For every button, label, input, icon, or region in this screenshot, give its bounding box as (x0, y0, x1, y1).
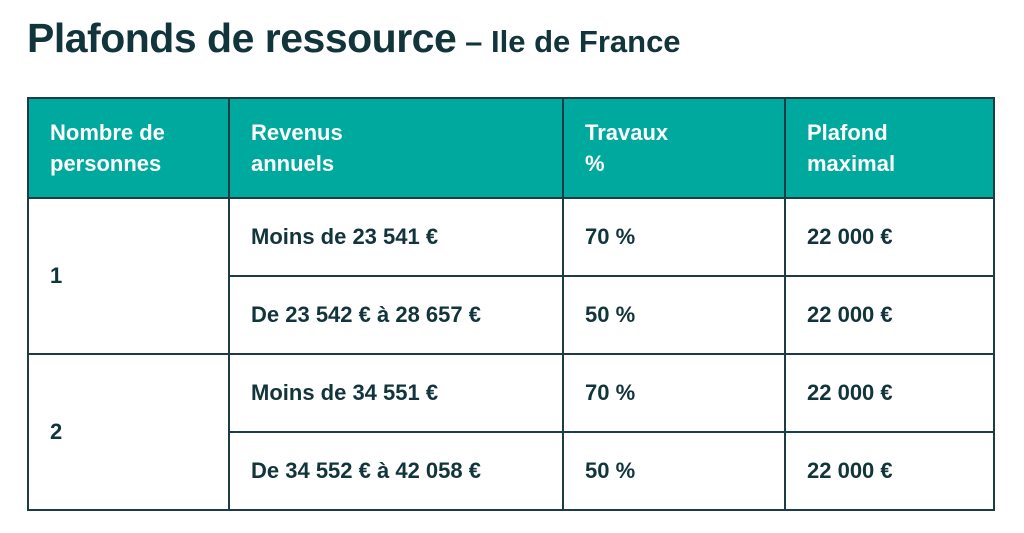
table-row: De 23 542 € à 28 657 € 50 % 22 000 € (28, 275, 995, 355)
header-line: Revenus (251, 120, 343, 145)
header-line: Travaux (585, 120, 669, 145)
page-title-region: – Ile de France (465, 24, 681, 59)
header-line: % (585, 151, 605, 176)
ressource-table-container: Nombre de personnes Revenus annuels Travau… (27, 97, 995, 511)
header-nombre-personnes: Nombre de personnes (27, 97, 230, 199)
cell-plafond: 22 000 € (784, 275, 995, 355)
ressource-table: Nombre de personnes Revenus annuels Travau… (27, 97, 995, 511)
header-plafond-maximal: Plafond maximal (784, 97, 995, 199)
page-title: Plafonds de ressource – Ile de France (27, 18, 681, 59)
cell-persons: 2 (27, 353, 230, 511)
cell-travaux: 50 % (562, 431, 786, 511)
cell-plafond: 22 000 € (784, 197, 995, 277)
cell-travaux: 70 % (562, 197, 786, 277)
cell-revenus: Moins de 34 551 € (228, 353, 564, 433)
cell-revenus: Moins de 23 541 € (228, 197, 564, 277)
cell-travaux: 70 % (562, 353, 786, 433)
header-revenus-annuels: Revenus annuels (228, 97, 564, 199)
page-title-main: Plafonds de ressource (27, 15, 457, 61)
table-header-row: Nombre de personnes Revenus annuels Travau… (27, 97, 995, 199)
cell-revenus: De 34 552 € à 42 058 € (228, 431, 564, 511)
cell-travaux: 50 % (562, 275, 786, 355)
header-line: annuels (251, 151, 335, 176)
header-line: Nombre de (50, 120, 165, 145)
table-row: 2 Moins de 34 551 € 70 % 22 000 € (27, 353, 995, 511)
table-row: De 34 552 € à 42 058 € 50 % 22 000 € (28, 431, 995, 511)
table-row: 1 Moins de 23 541 € 70 % 22 000 € (27, 197, 995, 355)
header-line: personnes (50, 151, 162, 176)
header-line: maximal (807, 151, 896, 176)
cell-plafond: 22 000 € (784, 353, 995, 433)
cell-plafond: 22 000 € (784, 431, 995, 511)
header-travaux: Travaux% (562, 97, 786, 199)
cell-persons: 1 (27, 197, 230, 355)
header-line: Plafond (807, 120, 888, 145)
cell-revenus: De 23 542 € à 28 657 € (228, 275, 564, 355)
